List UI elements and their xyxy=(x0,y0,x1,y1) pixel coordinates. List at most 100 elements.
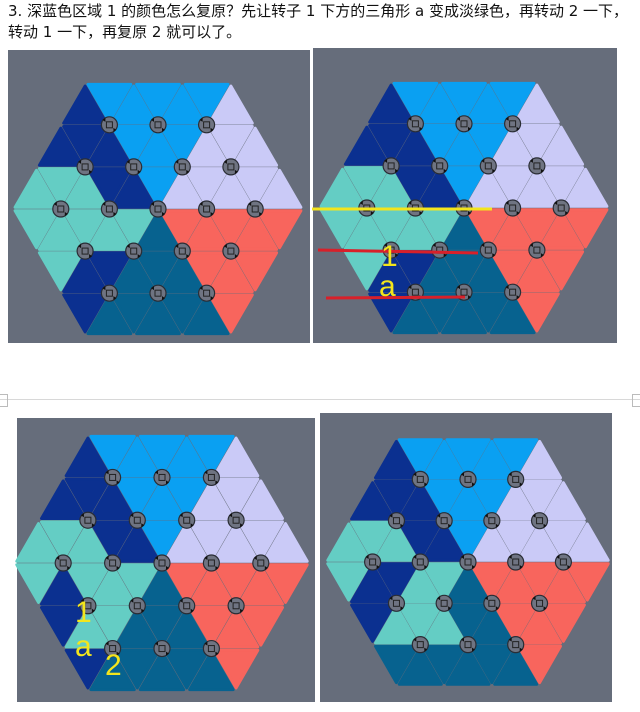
rotor-icon[interactable] xyxy=(411,553,429,571)
puzzle-triangle xyxy=(114,563,161,604)
puzzle-triangle xyxy=(159,209,206,250)
rotor-icon[interactable] xyxy=(103,639,122,658)
rotor-icon[interactable] xyxy=(246,200,264,218)
rotor-icon[interactable] xyxy=(479,241,497,259)
rotor-icon[interactable] xyxy=(173,158,191,176)
rotor-icon[interactable] xyxy=(103,468,122,487)
rotor-icon[interactable] xyxy=(100,284,119,302)
rotor-icon[interactable] xyxy=(530,512,549,530)
rotor-icon[interactable] xyxy=(198,200,216,218)
rotor-icon[interactable] xyxy=(100,200,119,218)
rotor-icon[interactable] xyxy=(222,242,240,260)
rotor-icon[interactable] xyxy=(222,158,240,176)
rotor-icon[interactable] xyxy=(202,468,220,487)
rotor-icon[interactable] xyxy=(76,242,94,260)
rotor-icon[interactable] xyxy=(202,554,220,572)
rotor-icon[interactable] xyxy=(153,554,171,572)
rotor-icon[interactable] xyxy=(507,470,525,488)
rotor-icon[interactable] xyxy=(528,241,546,259)
puzzle-triangle xyxy=(188,650,235,692)
puzzle-triangle xyxy=(397,481,443,521)
rotor-icon[interactable] xyxy=(178,511,196,529)
puzzle-triangle xyxy=(392,209,439,250)
rotor-icon[interactable] xyxy=(483,512,501,530)
rotor-icon[interactable] xyxy=(459,636,477,654)
rotor-icon[interactable] xyxy=(387,594,406,612)
puzzle-triangle xyxy=(159,125,206,165)
rotor-icon[interactable] xyxy=(198,284,216,302)
rotor-icon[interactable] xyxy=(504,115,522,133)
puzzle-triangle xyxy=(62,293,108,334)
rotor-icon[interactable] xyxy=(202,639,220,658)
rotor-icon[interactable] xyxy=(479,157,497,175)
rotor-icon[interactable] xyxy=(483,594,501,612)
rotor-icon[interactable] xyxy=(387,512,406,530)
puzzle-triangle xyxy=(538,166,585,207)
rotor-icon[interactable] xyxy=(455,115,473,133)
puzzle-triangle xyxy=(40,564,87,606)
puzzle-triangle xyxy=(138,606,186,647)
rotor-icon[interactable] xyxy=(153,639,171,658)
rotor-icon[interactable] xyxy=(411,470,429,488)
rotor-icon[interactable] xyxy=(125,242,143,260)
rotor-icon[interactable] xyxy=(459,553,477,571)
puzzle-triangle xyxy=(62,125,108,165)
rotor-icon[interactable] xyxy=(149,284,167,302)
rotor-icon[interactable] xyxy=(435,512,453,530)
triangle-grid xyxy=(319,81,609,335)
rotor-icon[interactable] xyxy=(149,116,167,134)
rotor-icon[interactable] xyxy=(504,283,522,301)
rotor-icon[interactable] xyxy=(79,597,97,615)
rotor-icon[interactable] xyxy=(504,199,522,217)
rotor-icon[interactable] xyxy=(76,158,94,176)
rotor-icon[interactable] xyxy=(227,511,245,529)
rotor-icon[interactable] xyxy=(435,594,453,612)
puzzle-triangle xyxy=(374,562,419,602)
rotor-icon[interactable] xyxy=(198,116,216,134)
rotor-icon[interactable] xyxy=(252,554,270,572)
rotor-icon[interactable] xyxy=(173,242,191,260)
rotor-icon[interactable] xyxy=(431,157,449,175)
rotor-icon[interactable] xyxy=(507,553,525,571)
rotor-icon[interactable] xyxy=(554,553,572,571)
rotor-icon[interactable] xyxy=(411,636,429,654)
puzzle-figure-4 xyxy=(320,413,612,702)
rotor-icon[interactable] xyxy=(52,200,70,218)
rotor-icon[interactable] xyxy=(431,241,449,259)
red-marker-line xyxy=(325,295,466,300)
rotor-icon[interactable] xyxy=(382,157,400,175)
puzzle-triangle xyxy=(374,479,419,519)
puzzle-triangle xyxy=(188,606,235,647)
rotor-icon[interactable] xyxy=(406,115,425,133)
red-marker-line xyxy=(317,248,479,255)
rotor-icon[interactable] xyxy=(103,554,122,572)
puzzle-triangle xyxy=(262,522,309,563)
rotor-icon[interactable] xyxy=(528,157,546,175)
rotor-icon[interactable] xyxy=(149,200,167,218)
rotor-icon[interactable] xyxy=(552,199,570,217)
puzzle-triangle xyxy=(138,434,186,476)
puzzle-triangle xyxy=(489,81,536,122)
puzzle-triangle xyxy=(514,167,560,208)
rotor-icon[interactable] xyxy=(128,597,146,615)
rotor-group xyxy=(52,116,264,302)
puzzle-triangle xyxy=(159,168,206,209)
puzzle-triangle xyxy=(262,563,309,604)
puzzle-triangle xyxy=(237,606,284,647)
rotor-icon[interactable] xyxy=(153,468,171,487)
rotor-icon[interactable] xyxy=(128,511,146,529)
rotor-icon[interactable] xyxy=(100,116,119,134)
rotor-icon[interactable] xyxy=(125,158,143,176)
puzzle-triangle xyxy=(392,166,439,207)
puzzle-triangle xyxy=(110,209,157,250)
rotor-icon[interactable] xyxy=(363,553,382,571)
rotor-icon[interactable] xyxy=(227,597,245,615)
puzzle-triangle xyxy=(392,125,439,166)
rotor-icon[interactable] xyxy=(530,594,549,612)
rotor-icon[interactable] xyxy=(459,470,477,488)
rotor-icon[interactable] xyxy=(178,597,196,615)
rotor-icon[interactable] xyxy=(79,511,97,529)
rotor-icon[interactable] xyxy=(54,554,72,572)
rotor-icon[interactable] xyxy=(507,636,525,654)
